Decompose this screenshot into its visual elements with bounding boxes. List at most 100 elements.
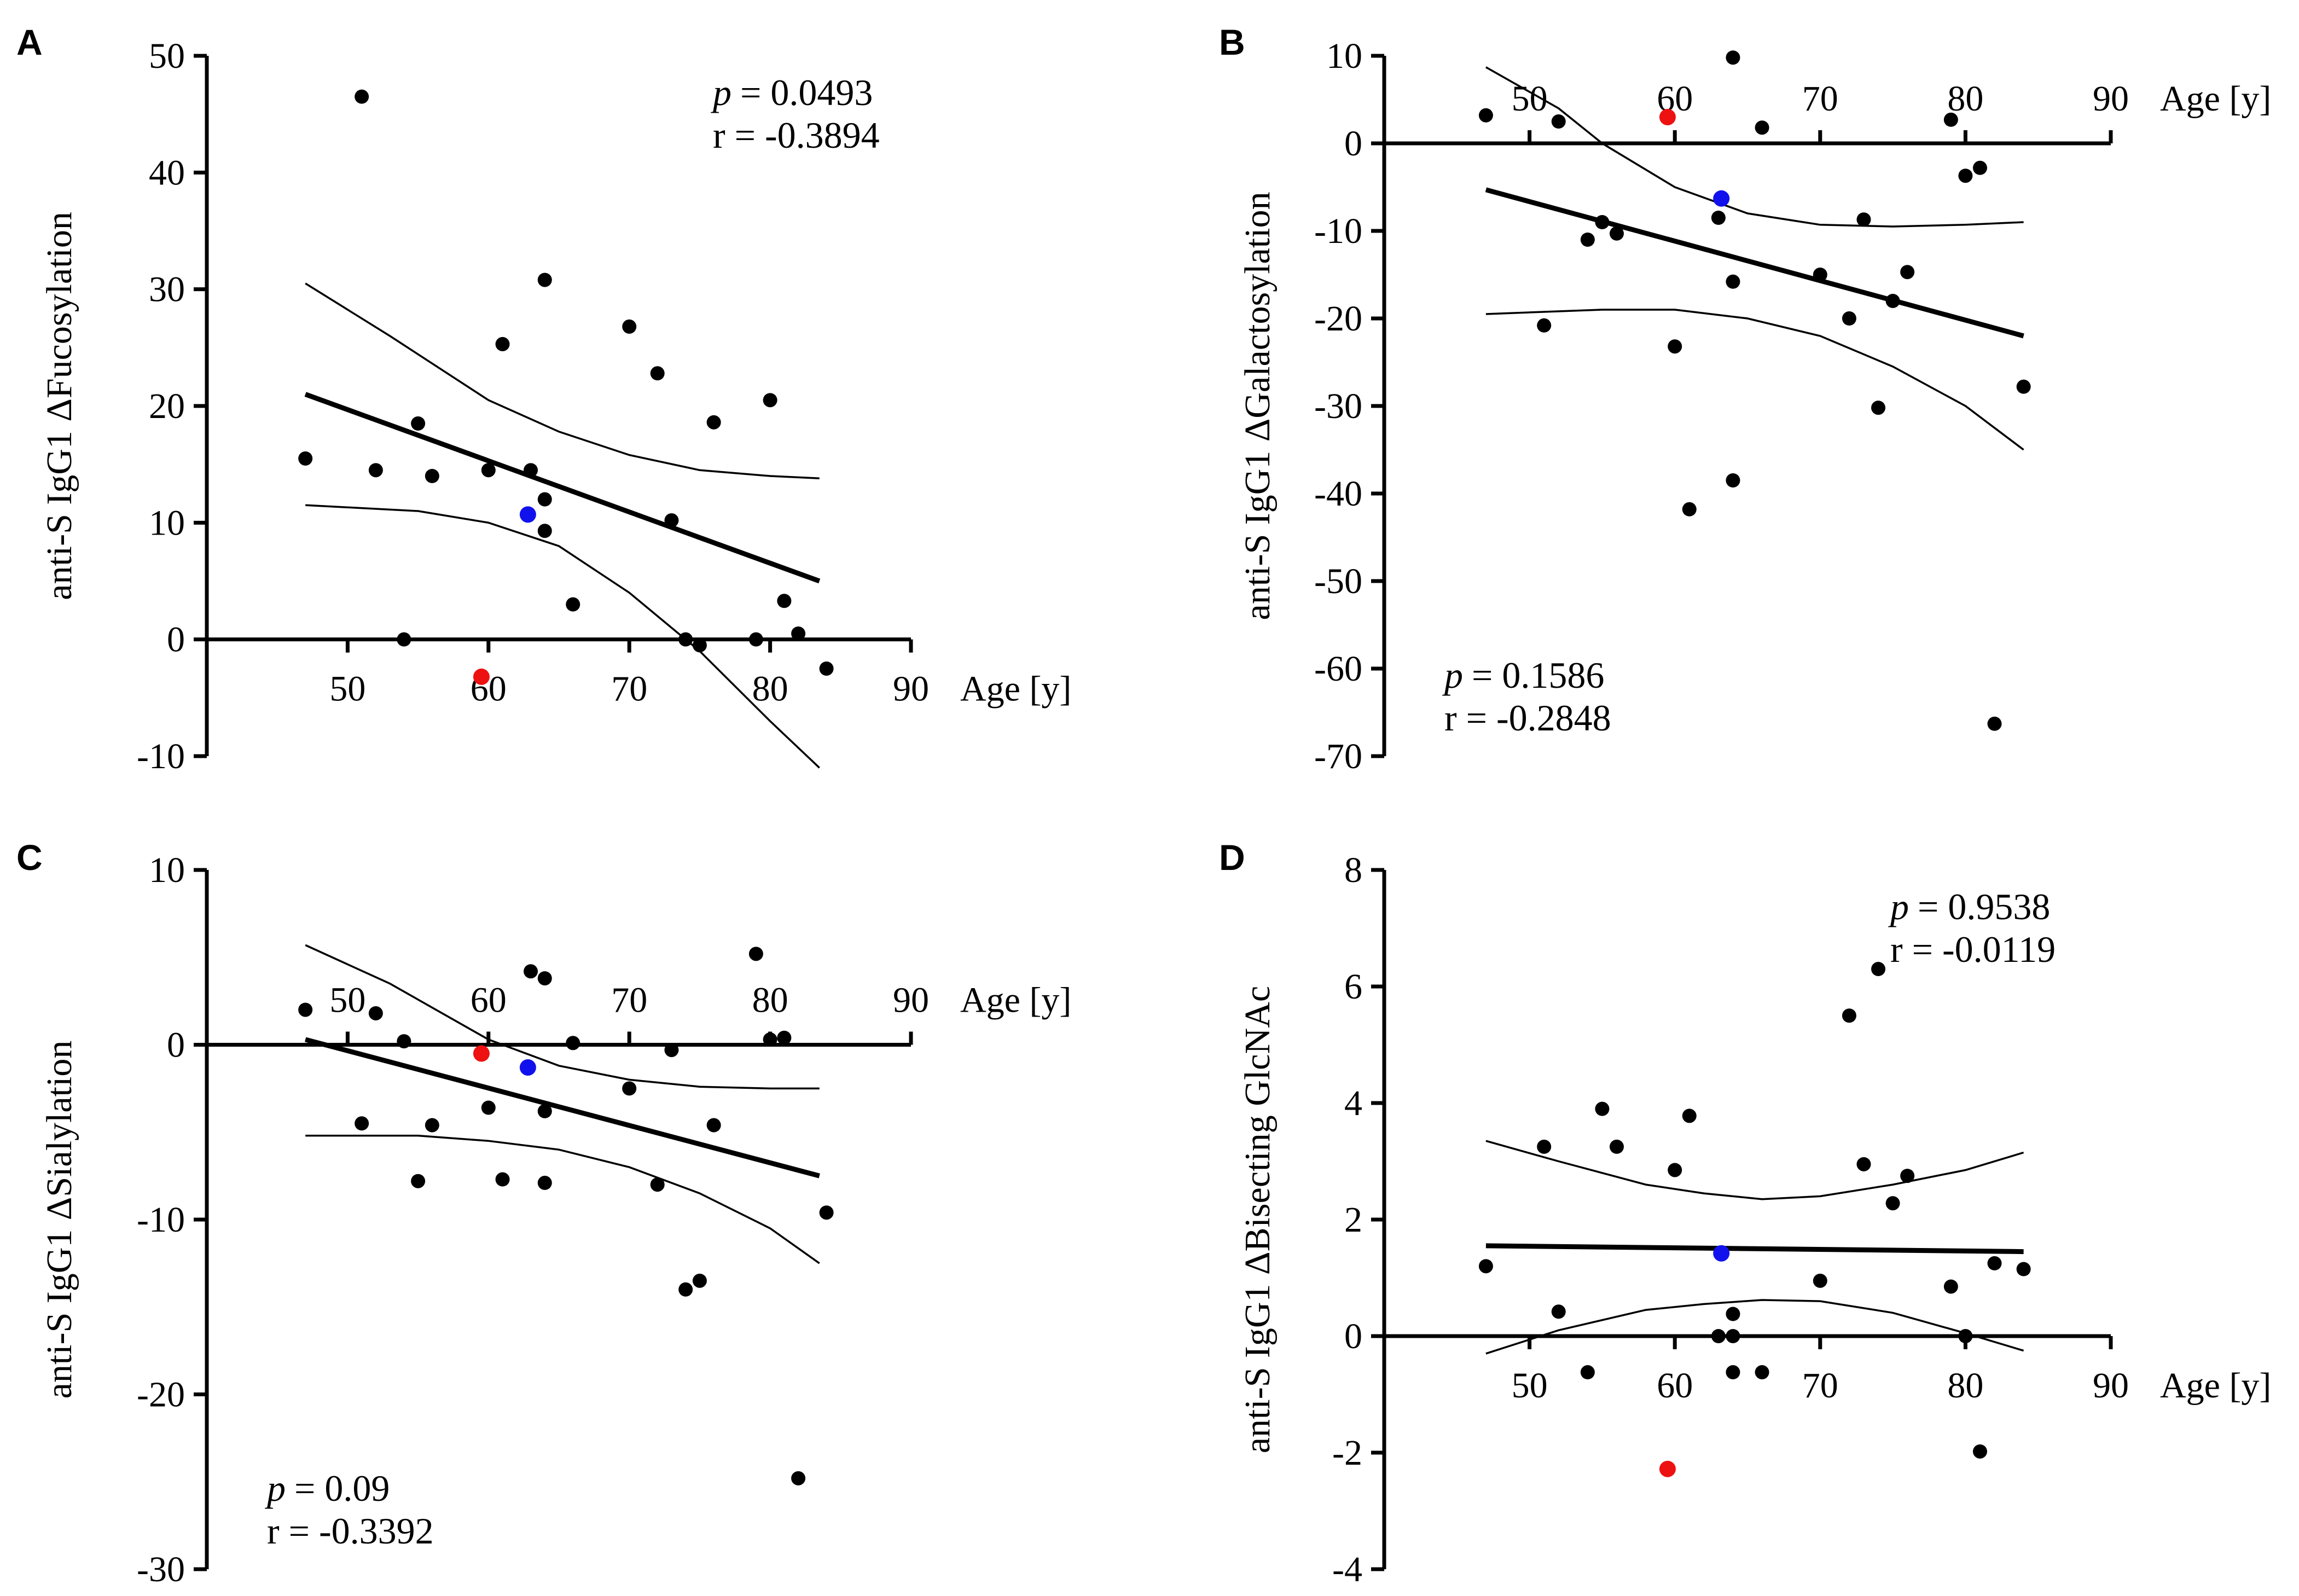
x-tick-label: 60 [1657, 1366, 1693, 1406]
data-point [537, 1175, 552, 1190]
highlight-point-red [473, 1045, 490, 1062]
y-tick-label: -20 [137, 1375, 185, 1415]
data-point [1900, 1169, 1915, 1183]
y-tick-label: 8 [1344, 850, 1362, 890]
y-tick-label: 0 [1344, 1316, 1362, 1356]
ci-lower-curve [305, 504, 820, 769]
data-point [1813, 268, 1827, 282]
data-point [650, 1177, 665, 1192]
data-point [495, 1172, 510, 1187]
data-point [664, 513, 679, 528]
x-tick-label: 90 [2093, 79, 2129, 119]
data-point [777, 1030, 792, 1045]
data-point [1813, 1273, 1827, 1288]
data-point [1958, 169, 1973, 183]
panel-d: D -4 -2 0 2 4 6 8 50 60 70 80 90 Age [y] anti-S IgG1 Δ… [1219, 837, 2271, 1589]
data-point [1958, 1329, 1973, 1343]
x-tick-label: 50 [329, 669, 365, 709]
data-point [1943, 1279, 1958, 1294]
y-tick-label: -50 [1314, 561, 1362, 601]
data-point [368, 463, 383, 478]
data-point [1668, 339, 1682, 354]
data-point [1478, 108, 1493, 123]
data-point [425, 469, 439, 483]
data-point [748, 947, 763, 961]
data-point [2016, 1262, 2031, 1276]
highlight-point-red [473, 668, 490, 685]
data-point [1856, 1157, 1871, 1171]
y-tick-label: 2 [1344, 1200, 1362, 1240]
data-point [706, 1118, 721, 1133]
regression-line [305, 1037, 820, 1179]
y-axis-title: anti-S IgG1 ΔFucosylation [39, 212, 79, 600]
ci-upper-curve [1485, 66, 2024, 228]
r-value-label: r = -0.2848 [1444, 697, 1611, 739]
data-point [524, 964, 538, 979]
data-point [481, 1100, 496, 1115]
data-point [1885, 294, 1900, 308]
y-tick-label: 10 [1326, 36, 1362, 76]
y-tick-label: -4 [1332, 1549, 1362, 1589]
x-tick-label: 80 [752, 669, 788, 709]
data-point [763, 1032, 777, 1047]
data-point [481, 463, 496, 478]
p-value: = 0.0493 [740, 72, 873, 113]
data-point [678, 1282, 693, 1297]
data-point [537, 1104, 552, 1118]
panel-letter: A [16, 22, 43, 62]
ci-lower-curve [305, 1134, 820, 1264]
y-tick-label: -10 [137, 736, 185, 776]
x-tick-label: 70 [1802, 79, 1838, 119]
y-tick-label: -2 [1332, 1433, 1362, 1473]
data-point [1726, 1365, 1740, 1380]
data-point [791, 626, 806, 641]
data-point [2016, 379, 2031, 394]
data-point [1551, 114, 1566, 129]
y-axis-title: anti-S IgG1 ΔSialylation [39, 1041, 79, 1399]
p-value: = 0.1586 [1472, 654, 1604, 696]
y-tick-label: -40 [1314, 474, 1362, 514]
data-point [298, 1002, 313, 1017]
panel-letter: C [16, 837, 43, 878]
highlight-point-blue [519, 1059, 536, 1076]
x-tick-label: 80 [1947, 1366, 1983, 1406]
regression-line [1485, 1243, 2024, 1255]
data-point [1595, 215, 1610, 229]
regression-line [1485, 187, 2024, 339]
data-point [397, 1034, 411, 1049]
data-point [622, 1081, 637, 1096]
y-tick-label: 0 [167, 620, 185, 660]
p-value-label: p = 0.0493 [711, 72, 873, 113]
data-point [1726, 1329, 1740, 1343]
data-point [495, 336, 510, 351]
regression-line [304, 392, 821, 584]
data-point [1900, 265, 1915, 280]
y-tick-label: 4 [1344, 1083, 1362, 1123]
data-point [1711, 211, 1726, 225]
p-symbol: p [711, 72, 732, 113]
y-tick-label: -70 [1314, 736, 1362, 776]
data-point [1682, 502, 1697, 516]
panel-c: C -30 -20 -10 0 10 50 60 70 80 90 Age [y] anti-S IgG… [16, 837, 1071, 1589]
data-point [819, 661, 834, 676]
y-tick-label: -10 [1314, 211, 1362, 251]
x-axis-title: Age [y] [2160, 79, 2271, 119]
x-tick-label: 50 [1512, 1366, 1548, 1406]
data-point [1551, 1304, 1566, 1319]
data-point [1595, 1101, 1610, 1116]
y-tick-label: 10 [149, 850, 185, 890]
p-value: = 0.9538 [1918, 886, 2050, 927]
p-symbol: p [265, 1467, 286, 1509]
data-point [1755, 120, 1769, 135]
data-point [537, 492, 552, 507]
data-point [1726, 50, 1740, 65]
data-point [397, 632, 411, 647]
y-axis-title: anti-S IgG1 ΔBisecting GlcNAc [1238, 986, 1278, 1453]
data-point [1580, 1365, 1595, 1380]
data-point [524, 463, 538, 478]
ci-lower-curve [1485, 1299, 2024, 1355]
data-point [411, 1174, 426, 1188]
y-tick-label: 6 [1344, 967, 1362, 1007]
